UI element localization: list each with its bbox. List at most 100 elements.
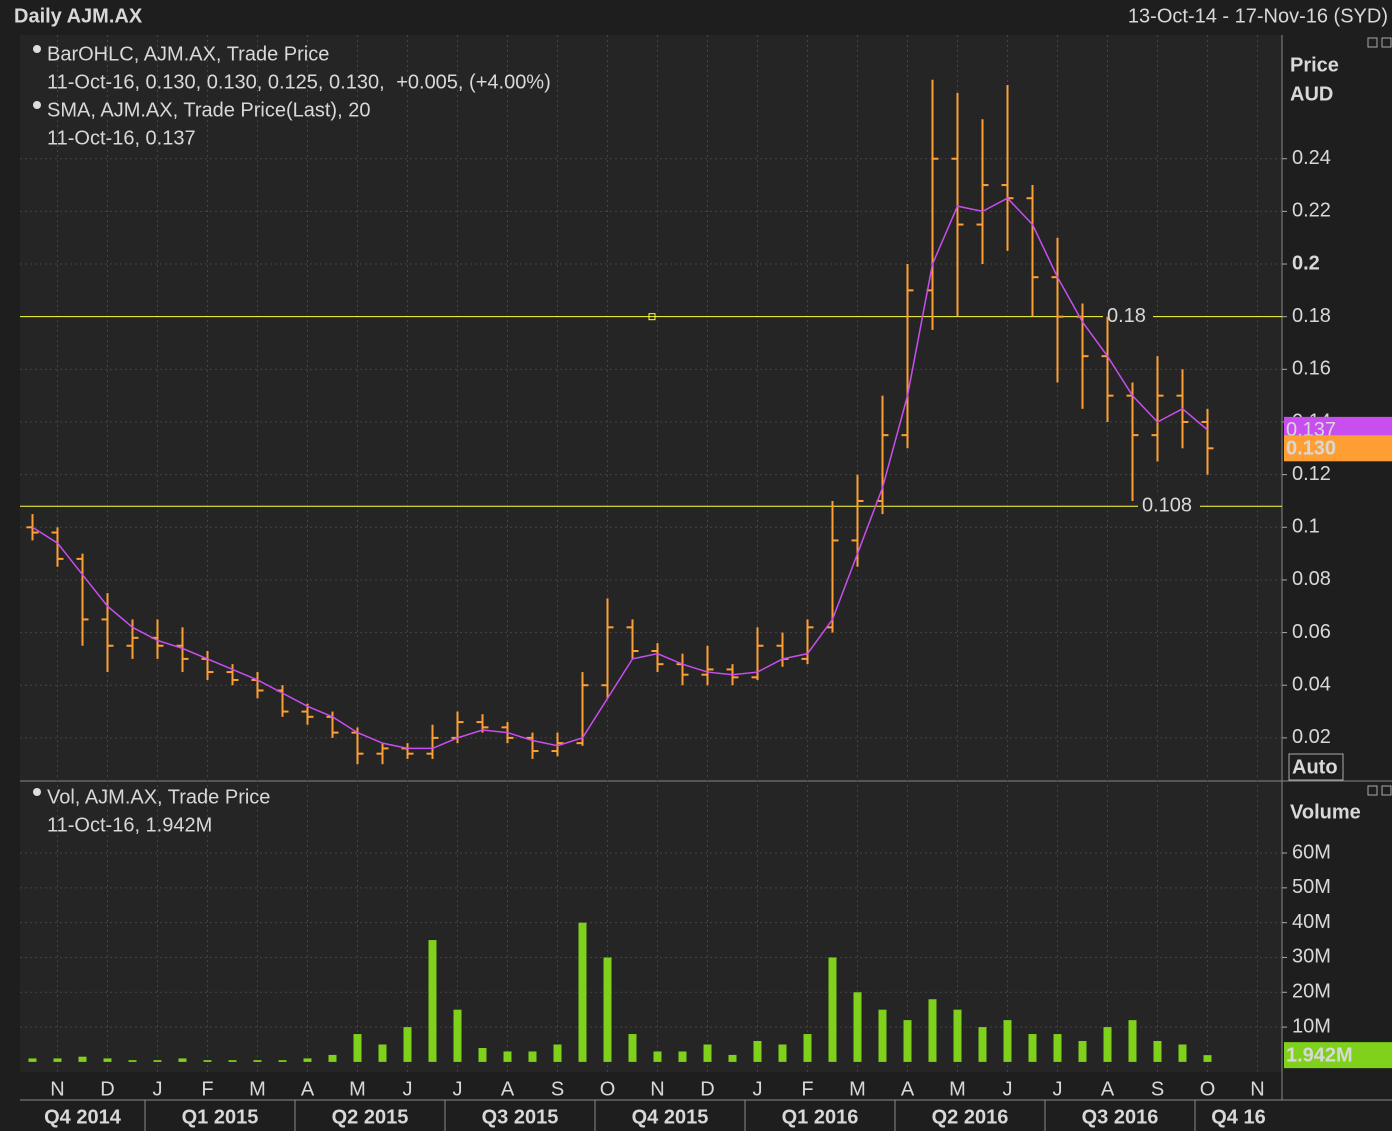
quarter-label: Q4 2014 xyxy=(44,1106,122,1128)
volume-bar xyxy=(778,1044,787,1062)
volume-bar xyxy=(678,1051,687,1062)
volume-bar xyxy=(478,1047,487,1062)
volume-bar xyxy=(1178,1044,1187,1062)
x-tick-label: J xyxy=(403,1078,413,1100)
volume-bar xyxy=(1028,1034,1037,1062)
volume-tag xyxy=(1284,1042,1392,1069)
y-tick-label: 0.04 xyxy=(1292,674,1331,696)
auto-button[interactable] xyxy=(1288,753,1344,781)
x-tick-label: O xyxy=(1200,1078,1216,1100)
volume-bar xyxy=(1103,1027,1112,1062)
plot-area xyxy=(20,35,1282,1072)
legend-label: Vol, AJM.AX, Trade Price xyxy=(47,786,270,808)
volume-bar xyxy=(153,1060,162,1062)
volume-bar xyxy=(1153,1041,1162,1062)
x-tick-label: M xyxy=(349,1078,366,1100)
page-title: Daily AJM.AX xyxy=(14,5,143,27)
volume-bar xyxy=(28,1058,37,1062)
volume-bar xyxy=(878,1009,887,1062)
reference-label: 0.18 xyxy=(1107,305,1146,327)
volume-bar xyxy=(178,1058,187,1062)
legend-detail: 11-Oct-16, 0.130, 0.130, 0.125, 0.130, xyxy=(47,71,390,93)
volume-bar xyxy=(353,1034,362,1062)
axis-label: AUD xyxy=(1290,83,1333,105)
quarter-label: Q2 2016 xyxy=(932,1106,1009,1128)
legend-label: SMA, AJM.AX, Trade Price(Last), 20 xyxy=(47,99,370,121)
y-tick-label: 0.12 xyxy=(1292,463,1331,485)
x-tick-label: J xyxy=(753,1078,763,1100)
volume-bar xyxy=(453,1009,462,1062)
quarter-label: Q1 2016 xyxy=(782,1106,859,1128)
volume-bar xyxy=(578,922,587,1062)
y-tick-label: 20M xyxy=(1292,981,1331,1003)
volume-bar xyxy=(53,1058,62,1062)
volume-bar xyxy=(1128,1020,1137,1062)
legend-change: +0.005, (+4.00%) xyxy=(396,71,551,93)
volume-bar xyxy=(753,1041,762,1062)
volume-bar xyxy=(1003,1020,1012,1062)
volume-bar xyxy=(378,1044,387,1062)
y-tick-label: 30M xyxy=(1292,946,1331,968)
window-icon[interactable] xyxy=(1381,37,1392,48)
x-tick-label: N xyxy=(1250,1078,1264,1100)
volume-bar xyxy=(128,1060,137,1062)
y-tick-label: 0.08 xyxy=(1292,568,1331,590)
legend-icon xyxy=(33,45,41,53)
axis-label: Volume xyxy=(1290,801,1361,823)
x-tick-label: O xyxy=(600,1078,616,1100)
y-tick-label: 0.02 xyxy=(1292,726,1331,748)
y-tick-label: 0.24 xyxy=(1292,147,1331,169)
volume-bar xyxy=(253,1060,262,1062)
x-tick-label: S xyxy=(551,1078,564,1100)
volume-bar xyxy=(403,1027,412,1062)
price-tag xyxy=(1284,435,1392,462)
legend-icon xyxy=(33,101,41,109)
price-tag-label: 0.130 xyxy=(1286,438,1336,460)
volume-bar xyxy=(703,1044,712,1062)
volume-bar xyxy=(78,1056,87,1062)
date-range: 13-Oct-14 - 17-Nov-16 (SYD) xyxy=(1128,5,1388,27)
window-icon[interactable] xyxy=(1381,785,1392,796)
x-tick-label: M xyxy=(949,1078,966,1100)
x-tick-label: M xyxy=(249,1078,266,1100)
y-tick-label: 0.16 xyxy=(1292,358,1331,380)
volume-bar xyxy=(503,1051,512,1062)
reference-label-bg xyxy=(1138,495,1200,518)
volume-bar xyxy=(728,1054,737,1062)
x-tick-label: J xyxy=(153,1078,163,1100)
reference-label-bg xyxy=(1103,305,1153,328)
handle xyxy=(648,313,656,321)
legend-label: BarOHLC, AJM.AX, Trade Price xyxy=(47,43,329,65)
quarter-label: Q1 2015 xyxy=(182,1106,259,1128)
window-icon[interactable] xyxy=(1367,37,1378,48)
volume-bar xyxy=(903,1020,912,1062)
x-tick-label: N xyxy=(650,1078,664,1100)
y-tick-label: 10M xyxy=(1292,1015,1331,1037)
y-tick-label: 0.2 xyxy=(1292,252,1320,274)
y-tick-label: 60M xyxy=(1292,841,1331,863)
volume-bar xyxy=(828,957,837,1062)
y-tick-label: 40M xyxy=(1292,911,1331,933)
volume-tag-label: 1.942M xyxy=(1286,1044,1353,1066)
y-tick-label: 50M xyxy=(1292,876,1331,898)
volume-bar xyxy=(853,992,862,1062)
x-tick-label: A xyxy=(301,1078,315,1100)
x-tick-label: A xyxy=(501,1078,515,1100)
volume-bar xyxy=(228,1060,237,1062)
x-tick-label: N xyxy=(50,1078,64,1100)
volume-bar xyxy=(103,1058,112,1062)
volume-bar xyxy=(603,957,612,1062)
y-tick-label: 0.06 xyxy=(1292,621,1331,643)
volume-bar xyxy=(628,1034,637,1062)
legend-detail: 11-Oct-16, 1.942M xyxy=(47,814,212,836)
x-tick-label: J xyxy=(1003,1078,1013,1100)
reference-label: 0.108 xyxy=(1142,495,1192,517)
y-tick-label: 0.18 xyxy=(1292,305,1331,327)
legend-detail: 11-Oct-16, 0.137 xyxy=(47,127,196,149)
quarter-label: Q3 2016 xyxy=(1082,1106,1159,1128)
volume-bar xyxy=(428,940,437,1062)
volume-bar xyxy=(203,1060,212,1062)
sma-line xyxy=(32,197,1208,750)
window-icon[interactable] xyxy=(1367,785,1378,796)
